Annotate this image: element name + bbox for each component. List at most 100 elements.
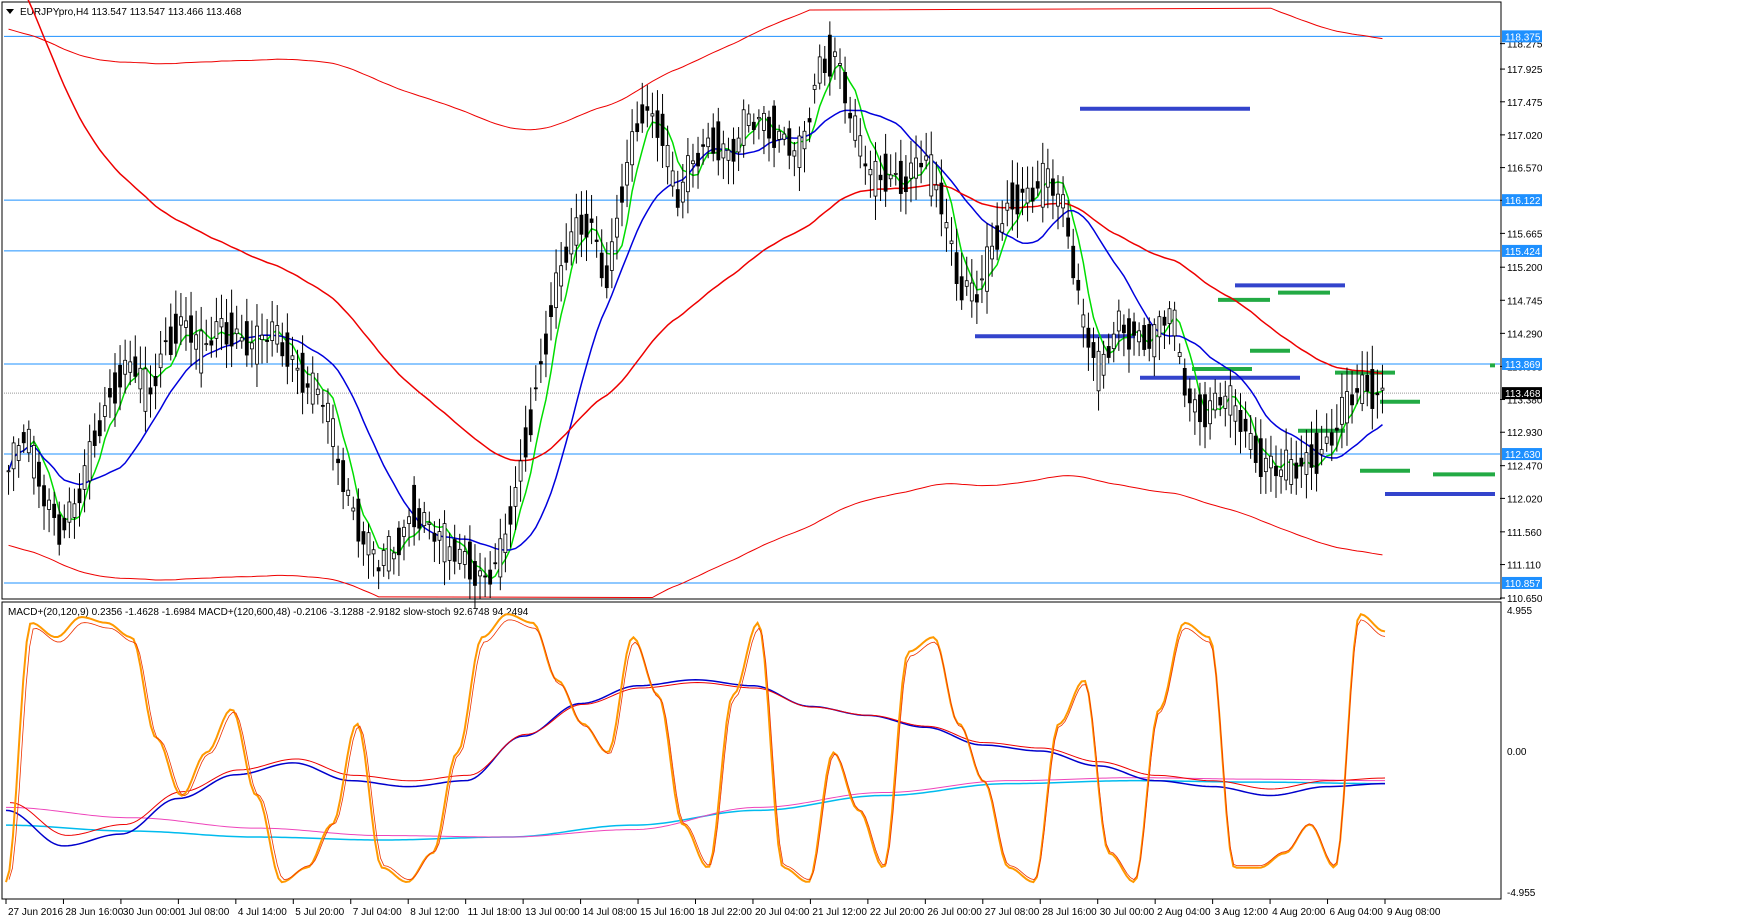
candle-bull [833,51,837,57]
candle-bull [817,56,822,84]
horizontal-levels [4,35,1500,584]
candle-bear [417,508,422,529]
level-price-label: 115.424 [1505,247,1541,258]
candle-bull [513,487,518,507]
candle-bull [67,501,72,523]
candle-bear [1299,457,1304,467]
candle-bull [16,445,21,461]
candle-bull [1157,316,1162,338]
candle-bear [1010,182,1015,210]
candle-bull [1025,187,1030,204]
candle-bull [442,523,447,563]
candle-bull [518,460,523,482]
level-price-label: 116.122 [1505,196,1541,207]
candle-bull [980,278,984,281]
candle-bear [1218,397,1223,406]
dropdown-icon[interactable] [6,9,14,14]
candle-bear [883,153,888,192]
candle-bull [873,160,878,197]
indicator-panel-frame [1,601,1502,900]
candle-bull [1380,387,1385,391]
candle-bull [685,155,690,193]
header-indicator-info: MACD+(20,120,9) 0.2356 -1.4628 -1.6984 M… [8,607,529,618]
price-tick-label: 112.020 [1507,494,1543,505]
price-tick-label: 117.475 [1507,98,1543,109]
candles [6,21,1385,609]
candle-bear [77,488,82,504]
candle-bull [386,535,391,572]
time-tick-label: 21 Jul 12:00 [812,907,867,918]
candle-bear [1309,444,1314,468]
envelope-upper-line [8,7,1383,131]
candle-bear [483,575,488,578]
candle-bull [777,130,782,140]
indicator-tick-label: -4.955 [1507,888,1536,899]
macd-fast-blue-line [5,679,1386,847]
candle-bear [807,118,812,123]
candle-bull [371,549,376,555]
time-tick-label: 4 Jul 14:00 [238,907,287,918]
candle-bear [1334,427,1339,431]
candle-bull [72,503,77,518]
candle-bear [751,121,756,130]
candle-bear [959,276,964,301]
candle-bull [184,320,188,328]
candle-bull [381,550,386,566]
candle-bear [57,514,62,545]
candle-bear [675,189,680,208]
candle-bull [1167,308,1172,324]
candle-bear [1375,392,1380,396]
long-ma-line [27,0,1383,462]
level-price-badge [1502,244,1542,257]
candle-bull [138,367,143,390]
candle-bear [21,432,26,444]
candle-bear [655,110,660,138]
candle-bull [447,546,452,561]
candle-bear [995,225,1000,250]
candle-bull [194,334,199,350]
candle-bear [1142,325,1147,350]
candle-bear [584,213,589,238]
candle-bull [615,217,619,238]
candle-bear [954,252,959,284]
candle-bull [1208,400,1212,425]
candle-bear [52,503,57,518]
candle-bear [974,294,979,303]
candle-bull [326,402,330,423]
time-tick-label: 1 Jul 08:00 [180,907,229,918]
candle-bear [696,152,700,167]
candle-bull [427,522,432,525]
price-axis: 118.275 117.925 117.475 117.020 116.570 116.1… [1500,30,1543,605]
candle-bear [244,321,249,356]
candle-bear [594,239,599,242]
candle-bull [498,538,503,578]
candle-bull [87,441,92,482]
candle-bear [97,420,102,437]
time-tick-label: 2 Aug 04:00 [1157,907,1211,918]
candle-bear [863,163,868,167]
candle-bull [457,548,462,564]
candle-bear [589,218,594,223]
price-tick-label: 113.380 [1507,396,1543,407]
candle-bull [290,355,295,360]
candle-bull [1263,457,1268,473]
time-tick-label: 15 Jul 16:00 [640,907,695,918]
candle-bull [1304,452,1309,475]
candle-bull [1233,405,1238,422]
candle-bull [249,342,254,350]
candle-bull [1040,162,1045,208]
candle-bear [173,313,178,344]
candle-bear [229,312,234,347]
candle-bear [640,104,645,124]
candle-bull [1340,396,1344,425]
current-price-badge [1502,387,1542,400]
candle-bear [118,364,122,388]
candle-bull [31,444,36,479]
candle-bear [1203,394,1207,428]
candle-bear [168,326,173,355]
candle-bear [528,409,533,436]
candle-bull [741,109,746,146]
candle-bull [437,531,442,541]
candle-bear [92,430,97,446]
